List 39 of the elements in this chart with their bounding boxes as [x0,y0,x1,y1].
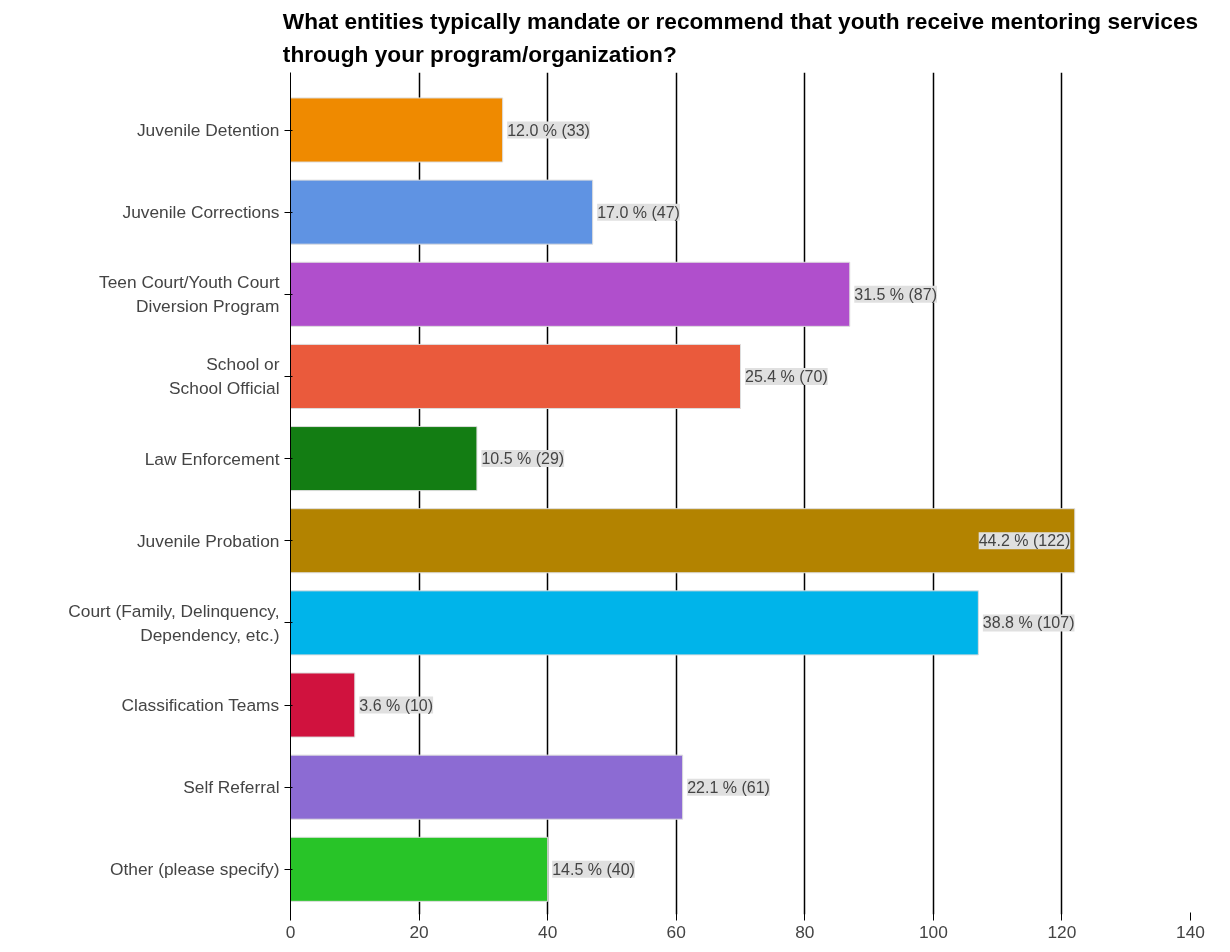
data-label: 31.5 % (87) [854,285,937,303]
y-tick-label: Other (please specify) [110,859,280,880]
chart-title: What entities typically mandate or recommend that youth receive mentoring services through your program/organization? [282,7,1199,68]
y-tick-label: Juvenile Detention [136,120,280,140]
x-tick-label: 0 [285,921,296,942]
data-label: 44.2 % (122) [978,532,1071,550]
y-tick-label: Teen Court/Youth Court Diversion Program [99,272,280,317]
y-tick-label: Self Referral [183,777,280,798]
bar [290,836,549,902]
x-tick-label: 40 [538,921,558,942]
y-tick-label: Court (Family, Delinquency, Dependency, etc.) [68,600,280,645]
y-tick-label: Juvenile Probation [136,530,280,551]
bar [290,179,594,245]
y-tick-label: Law Enforcement [144,448,280,469]
y-tick-label: Classification Teams [121,695,280,716]
x-tick-label: 80 [795,921,815,942]
bar [290,97,504,163]
y-tick-label: School or School Official [169,354,280,399]
bar [290,343,741,409]
data-label: 22.1 % (61) [687,778,770,796]
x-tick-label: 20 [409,921,429,942]
data-label: 3.6 % (10) [359,696,434,714]
x-tick-label: 140 [1176,921,1205,942]
bar [290,754,684,820]
x-tick-label: 100 [918,921,948,942]
bar [290,426,478,492]
bar [290,590,979,656]
data-label: 12.0 % (33) [507,121,590,139]
x-tick-label: 60 [666,921,686,942]
data-label: 25.4 % (70) [745,367,828,385]
data-label: 17.0 % (47) [597,203,680,221]
data-label: 38.8 % (107) [982,614,1075,632]
bar [290,508,1076,574]
bar [290,261,851,327]
bar [290,672,356,738]
data-label: 10.5 % (29) [481,450,565,468]
y-tick-label: Juvenile Corrections [122,202,280,223]
x-tick-label: 120 [1047,921,1077,942]
data-label: 14.5 % (40) [552,860,635,878]
